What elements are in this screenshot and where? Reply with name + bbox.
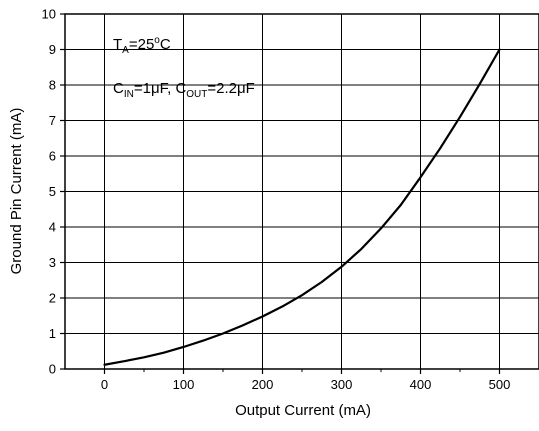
y-tick-label: 1 <box>49 326 56 341</box>
x-tick-label: 500 <box>489 377 511 392</box>
x-tick-label: 300 <box>331 377 353 392</box>
y-tick-label: 0 <box>49 362 56 377</box>
y-tick-label: 8 <box>49 78 56 93</box>
y-tick-label: 6 <box>49 149 56 164</box>
y-tick-label: 9 <box>49 42 56 57</box>
annotation-temperature: TA=25oC <box>113 35 171 56</box>
y-tick-label: 10 <box>42 7 56 22</box>
annotation-cin-sub: IN <box>124 89 134 100</box>
x-tick-label: 100 <box>173 377 195 392</box>
annotation-temp-unit: C <box>160 36 171 53</box>
annotation-cout-value: =2.2μF <box>207 80 254 97</box>
y-tick-label: 2 <box>49 291 56 306</box>
series-line <box>103 48 501 366</box>
y-tick-label: 3 <box>49 255 56 270</box>
annotation-degree: o <box>154 35 160 46</box>
y-tick-label: 7 <box>49 113 56 128</box>
annotation-t: T <box>113 36 122 53</box>
x-tick-label: 400 <box>410 377 432 392</box>
annotation-capacitors: CIN=1μF, COUT=2.2μF <box>113 80 255 100</box>
annotation-temp-value: =25 <box>129 36 154 53</box>
annotation-t-sub: A <box>122 45 129 56</box>
series-layer <box>103 48 501 366</box>
grid <box>65 14 539 369</box>
ticks: 0 100 200 300 400 500 0 1 2 3 4 5 6 7 8 9 10 <box>42 7 511 393</box>
annotation-cin: C <box>113 80 124 97</box>
y-tick-label: 4 <box>49 220 56 235</box>
y-tick-label: 5 <box>49 184 56 199</box>
x-tick-label: 200 <box>252 377 274 392</box>
x-axis-label: Output Current (mA) <box>235 402 371 419</box>
annotation-cout: C <box>175 80 186 97</box>
annotation-cin-value: =1μF, <box>134 80 176 97</box>
x-tick-label: 0 <box>101 377 108 392</box>
y-axis-label: Ground Pin Current (mA) <box>8 108 25 275</box>
annotation-cout-sub: OUT <box>186 89 207 100</box>
